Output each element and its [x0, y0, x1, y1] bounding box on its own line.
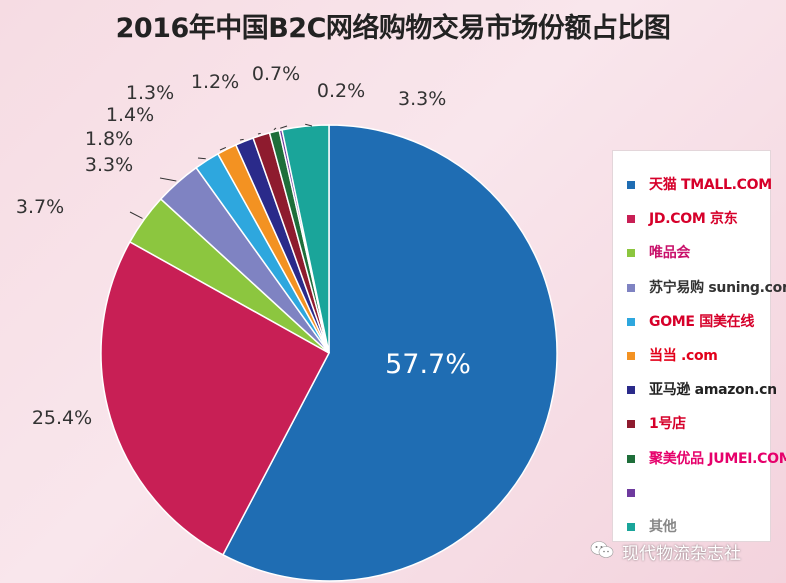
legend-label: 唯品会 — [649, 245, 691, 262]
legend-label: 其他 — [649, 519, 677, 535]
slice-label-3: 3.7% — [16, 196, 64, 218]
leader-line-4 — [159, 177, 177, 182]
slice-label-7: 1.3% — [126, 82, 174, 104]
legend-label: GOME 国美在线 — [649, 313, 755, 330]
slice-label-4: 3.3% — [85, 154, 133, 176]
slice-label-5: 1.8% — [85, 128, 133, 150]
legend-item — [613, 475, 770, 509]
slice-label-2: 25.4% — [32, 407, 92, 429]
legend-swatch — [627, 420, 635, 429]
legend-item: 其他 — [613, 509, 770, 543]
slice-label-6: 1.4% — [106, 104, 154, 126]
legend-swatch — [627, 249, 635, 258]
legend-item: JD.COM 京东 — [613, 201, 770, 235]
leader-line-5 — [197, 157, 206, 160]
legend-swatch — [627, 283, 635, 292]
wechat-icon — [590, 541, 614, 558]
leader-line-9 — [273, 127, 277, 131]
legend-label: JD.COM 京东 — [649, 211, 738, 228]
slice-label-11: 3.3% — [398, 88, 446, 110]
legend-item: 天猫 TMALL.COM — [613, 167, 772, 201]
pie-slice-2 — [100, 240, 331, 556]
leader-line-11 — [305, 123, 313, 127]
legend-item: 亚马逊 amazon.cn — [613, 372, 777, 406]
legend-swatch — [627, 317, 635, 326]
legend-item: 苏宁易购 suning.com — [613, 270, 786, 304]
slice-label-10: 0.2% — [317, 80, 365, 102]
legend-label: 聚美优品 JUMEI.COM — [649, 450, 786, 467]
legend-swatch — [627, 215, 635, 224]
slice-label-8: 1.2% — [191, 71, 239, 93]
legend-item: 当当 .com — [613, 338, 770, 372]
leader-line-8 — [257, 132, 261, 135]
legend-item: 1号店 — [613, 406, 770, 440]
legend-swatch — [627, 386, 635, 395]
legend-swatch — [627, 454, 635, 463]
legend-label: 天猫 TMALL.COM — [649, 177, 772, 193]
watermark-text: 现代物流杂志社 — [622, 544, 741, 564]
legend-swatch — [627, 488, 635, 497]
legend-swatch — [627, 523, 635, 531]
legend-swatch — [627, 181, 635, 189]
leader-line-7 — [239, 138, 244, 141]
legend-item: GOME 国美在线 — [613, 304, 770, 338]
legend-item: 聚美优品 JUMEI.COM — [613, 441, 786, 475]
legend: 天猫 TMALL.COM JD.COM 京东 唯品会苏宁易购 suning.com G… — [612, 150, 786, 543]
leader-line-10 — [280, 125, 288, 129]
chart-title: 2016年中国B2C网络购物交易市场份额占比图 — [115, 13, 671, 44]
slice-label-9: 0.7% — [252, 63, 300, 85]
pie-slice-11 — [281, 124, 330, 354]
leader-line-3 — [129, 211, 143, 219]
pie-slice-1 — [221, 124, 558, 582]
legend-label: 亚马逊 amazon.cn — [649, 382, 777, 399]
legend-label: 苏宁易购 suning.com — [649, 279, 786, 296]
legend-item: 唯品会 — [613, 235, 770, 269]
slice-label-1: 57.7% — [385, 349, 471, 380]
legend-label: 1号店 — [649, 416, 686, 433]
legend-label: 当当 .com — [649, 348, 718, 364]
leader-line-6 — [219, 146, 227, 151]
legend-swatch — [627, 352, 635, 360]
